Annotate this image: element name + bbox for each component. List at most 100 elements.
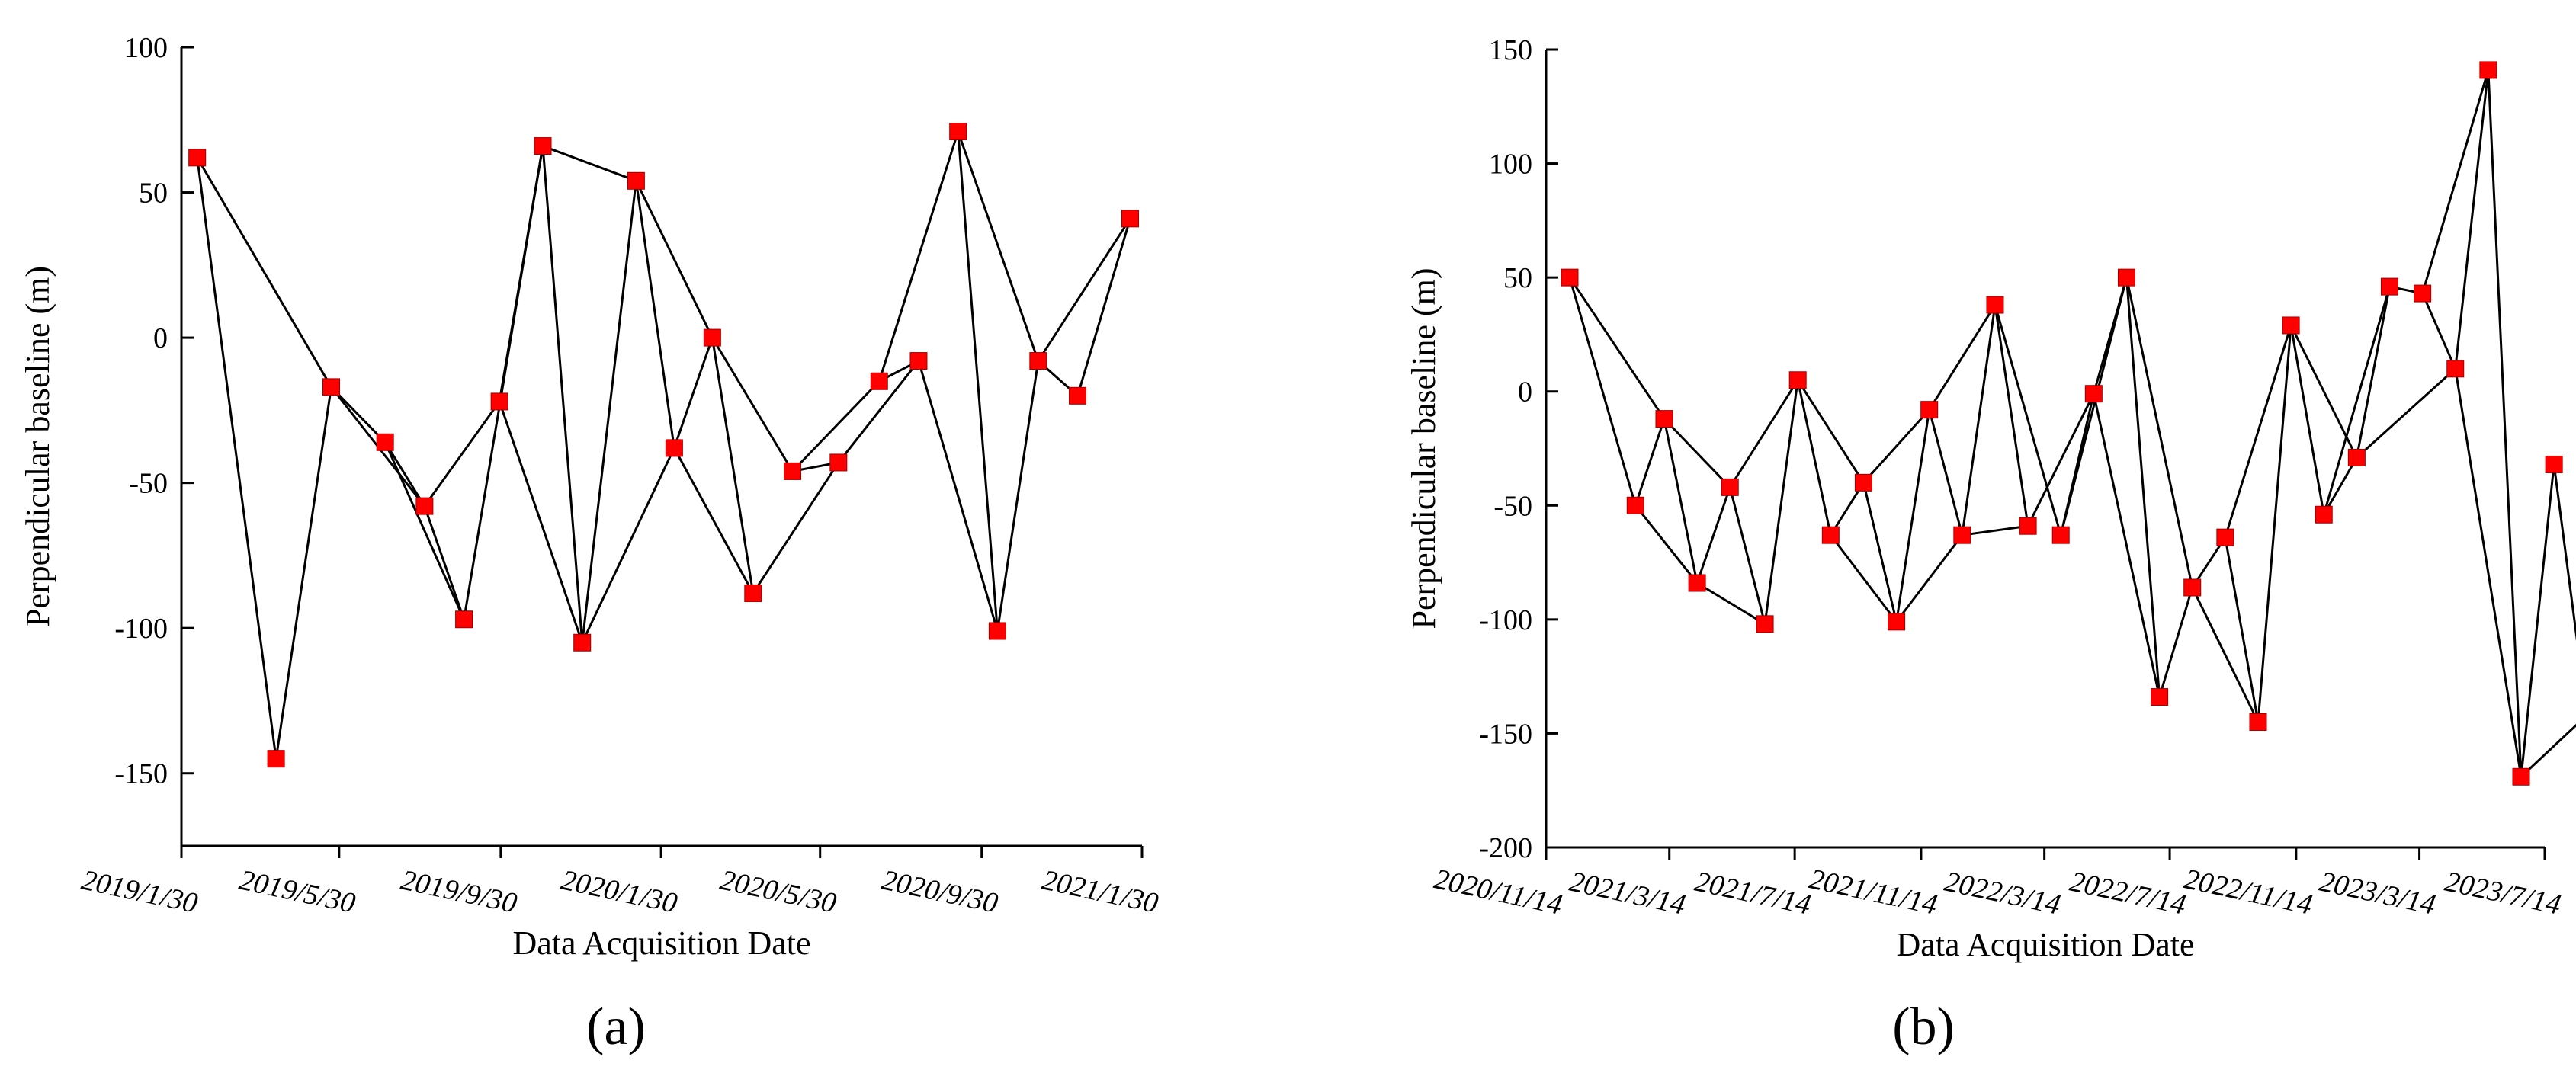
- baseline-connection: [2125, 277, 2194, 588]
- baseline-connection: [2289, 325, 2325, 515]
- panel-label: (a): [586, 998, 646, 1056]
- data-point-marker: [1788, 371, 1807, 389]
- baseline-connection: [423, 505, 466, 620]
- baseline-connection: [917, 360, 999, 632]
- data-point-marker: [1756, 615, 1774, 633]
- y-tick-label: 50: [139, 178, 168, 210]
- baseline-connection: [837, 360, 920, 463]
- baseline-connection: [2356, 367, 2456, 459]
- baseline-connection: [2224, 536, 2260, 722]
- baseline-connection: [1663, 418, 1731, 488]
- data-point-marker: [1688, 574, 1706, 592]
- data-point-marker: [1121, 210, 1139, 228]
- data-point-marker: [2151, 688, 2169, 706]
- y-tick-label: -50: [1493, 490, 1532, 522]
- baseline-connection: [752, 462, 840, 594]
- y-tick-label: 50: [1503, 262, 1532, 294]
- x-tick-label: 2021/7/14: [1692, 866, 1814, 921]
- data-point-marker: [870, 372, 888, 390]
- data-point-marker: [1029, 352, 1047, 370]
- baseline-connection: [383, 441, 426, 507]
- baseline-connection: [1663, 418, 1699, 584]
- data-point-marker: [267, 750, 285, 768]
- baseline-connection: [383, 441, 465, 620]
- baseline-connection: [196, 157, 277, 759]
- y-tick-label: -200: [1479, 832, 1532, 864]
- panel-label: (b): [1892, 998, 1955, 1056]
- y-tick-label: 100: [124, 32, 168, 64]
- x-tick-label: 2020/5/30: [717, 864, 839, 920]
- data-point-marker: [1561, 268, 1579, 287]
- data-point-marker: [1920, 401, 1939, 419]
- data-point-marker: [2545, 455, 2563, 473]
- x-tick-label: 2019/1/30: [79, 864, 200, 920]
- baseline-connection: [1796, 379, 1865, 484]
- baseline-connection: [1928, 304, 1997, 411]
- x-tick-label: 2020/11/14: [1432, 863, 1565, 921]
- baseline-connection: [330, 386, 387, 444]
- baseline-connection: [2092, 277, 2128, 395]
- baseline-connection: [957, 131, 1040, 362]
- baseline-connection: [672, 337, 714, 449]
- data-point-marker: [2183, 578, 2202, 597]
- baseline-connection: [2421, 69, 2490, 294]
- x-tick-label: 2020/1/30: [559, 864, 680, 920]
- data-point-marker: [2347, 448, 2366, 466]
- baseline-connection: [996, 360, 1040, 632]
- x-tick-label: 2022/3/14: [1942, 866, 2063, 921]
- baseline-connection: [1763, 380, 1799, 625]
- baseline-connection: [1994, 304, 2029, 527]
- chart-a: 100 50 0 -50 -100 -150 2019/1/30 2019/5/30 2019/…: [19, 32, 1161, 1056]
- data-point-marker: [949, 123, 967, 141]
- data-point-marker: [988, 622, 1006, 640]
- baseline-connection: [498, 401, 584, 643]
- data-point-marker: [376, 433, 394, 451]
- data-point-marker: [1854, 473, 1872, 492]
- y-tick-label: -100: [1479, 604, 1532, 636]
- baseline-connection: [877, 131, 960, 382]
- baseline-connection: [2454, 69, 2490, 369]
- data-point-marker: [322, 378, 340, 396]
- baseline-connection: [1076, 218, 1131, 396]
- x-tick-label: 2023/3/14: [2317, 866, 2438, 921]
- data-point-marker: [1821, 526, 1840, 544]
- data-point-marker: [1986, 296, 2004, 314]
- data-point-marker: [2414, 284, 2432, 303]
- data-point-marker: [455, 610, 473, 629]
- baseline-connection: [2224, 325, 2292, 538]
- baseline-connection: [1568, 277, 1666, 420]
- data-point-marker: [573, 633, 592, 652]
- y-tick-label: 0: [153, 322, 168, 354]
- baseline-connection: [673, 447, 755, 594]
- data-point-marker: [1953, 526, 1971, 544]
- baseline-connection: [711, 337, 755, 594]
- x-tick-label: 2020/9/30: [879, 864, 1000, 920]
- data-point-marker: [2019, 517, 2037, 535]
- data-point-marker: [2446, 360, 2465, 378]
- data-point-marker: [2512, 767, 2530, 786]
- baseline-connection: [791, 380, 881, 472]
- data-point-marker: [534, 137, 552, 155]
- baseline-connection: [957, 131, 999, 632]
- x-tick-label: 2022/7/14: [2067, 866, 2188, 921]
- baseline-connection: [711, 337, 794, 472]
- baseline-connection: [1696, 581, 1766, 626]
- baseline-connection: [581, 181, 637, 643]
- baseline-connection: [2552, 464, 2576, 642]
- baseline-connection: [1728, 379, 1799, 488]
- baseline-connection: [1862, 482, 1898, 623]
- x-tick-label: 2019/5/30: [236, 864, 358, 920]
- baseline-connection: [2322, 286, 2391, 515]
- baseline-connection: [498, 146, 544, 402]
- data-point-marker: [627, 171, 645, 190]
- baseline-connection: [1994, 304, 2062, 536]
- data-point-marker: [829, 453, 848, 472]
- y-axis-title: Perpendicular baseline (m): [1405, 267, 1442, 629]
- baseline-connection: [1634, 504, 1699, 584]
- data-point-marker: [2282, 316, 2300, 335]
- y-tick-label: 0: [1518, 376, 1532, 408]
- y-axis-title: Perpendicular baseline (m): [19, 266, 56, 627]
- baseline-connection: [634, 181, 675, 449]
